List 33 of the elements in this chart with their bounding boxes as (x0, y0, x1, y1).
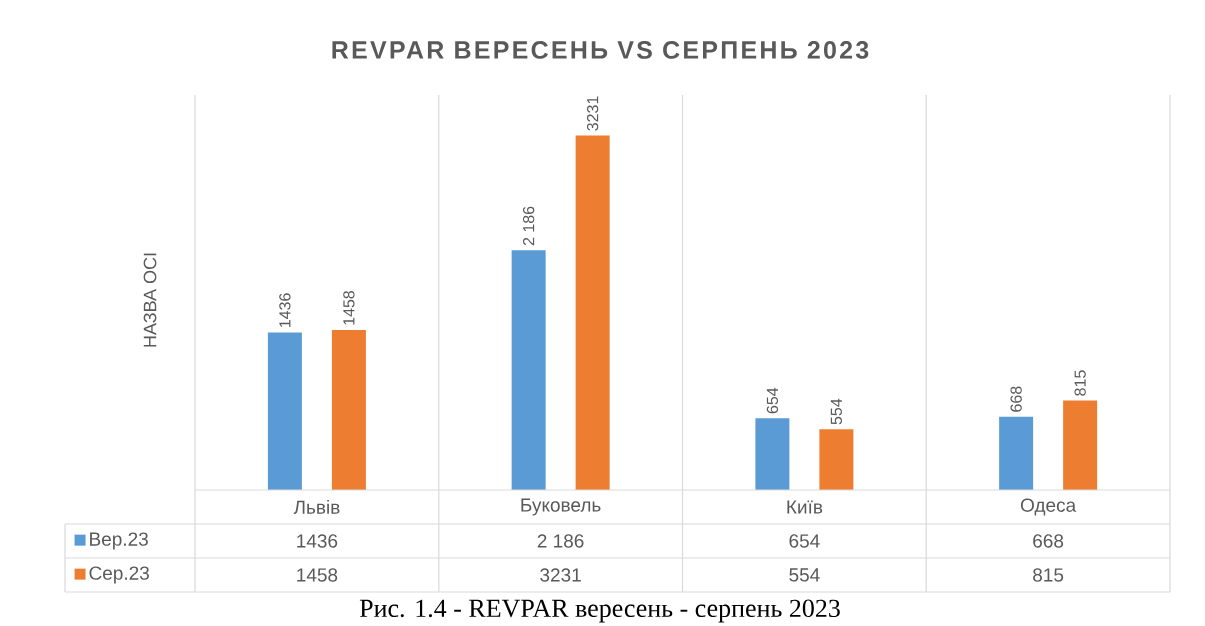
text: 1436 (279, 293, 291, 327)
text: 815 (1074, 370, 1086, 396)
x-tick-label: Львів (293, 500, 340, 514)
data-label: 2 186 (537, 534, 584, 548)
bar (999, 416, 1034, 490)
text: 1458 (343, 290, 355, 325)
data-label: 1436 (297, 534, 338, 548)
data-label: 815 (1033, 568, 1064, 582)
legend-label: Вер.23 (90, 532, 148, 550)
bar (511, 250, 546, 490)
bar (819, 429, 854, 490)
text: 3231 (586, 96, 599, 131)
legend-label: Сер.23 (89, 566, 149, 584)
text: 654 (766, 387, 779, 414)
text: 2 186 (522, 206, 535, 246)
data-label: 554 (789, 568, 820, 582)
chart-title: REVPAR ВЕРЕСЕНЬ VS СЕРПЕНЬ 2023 (332, 41, 869, 59)
data-label: 654 (789, 534, 820, 548)
data-label: 3231 (540, 568, 581, 582)
bar (1063, 400, 1098, 490)
y-axis-title: НАЗВА ОСІ (143, 253, 157, 347)
x-tick-label: Київ (787, 500, 823, 514)
text: Рис. 1.4 - REVPAR вересень - серпень 2023 (359, 599, 840, 623)
text: 554 (830, 398, 842, 425)
bar (755, 418, 790, 490)
bar (331, 330, 366, 490)
bar (575, 135, 610, 490)
bar (267, 332, 302, 490)
x-tick-label: Одеса (1020, 498, 1077, 516)
data-label: 1458 (297, 568, 338, 582)
data-label: 668 (1033, 534, 1064, 548)
x-tick-label: Буковель (521, 498, 601, 516)
text: 668 (1010, 386, 1022, 412)
